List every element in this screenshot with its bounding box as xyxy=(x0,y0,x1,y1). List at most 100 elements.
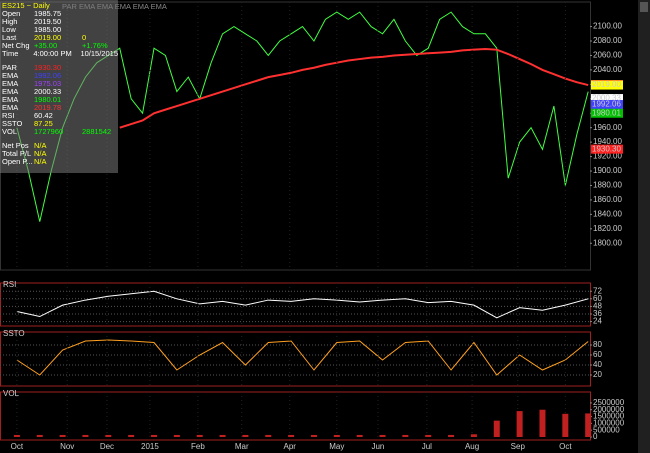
info-row: SSTO 87.25 xyxy=(0,120,118,128)
info-cell: 87.25 xyxy=(34,119,53,128)
info-cell: 2881542 xyxy=(82,127,112,136)
info-cell: PAR xyxy=(2,63,17,72)
bar xyxy=(379,434,386,437)
bar xyxy=(448,434,455,437)
scroll-button[interactable] xyxy=(640,2,648,12)
info-cell: SSTO xyxy=(2,119,23,128)
info-cell: Time xyxy=(2,49,19,58)
info-title: ES215 ~ Daily xyxy=(2,1,50,10)
y-tick-label: 1000000 xyxy=(593,418,625,427)
x-tick-label: Nov xyxy=(60,442,74,451)
y-tick-label: 1900.00 xyxy=(593,166,622,175)
y-tick-label: 1960.00 xyxy=(593,123,622,132)
info-cell: EMA xyxy=(2,103,19,112)
y-tick-label: 40 xyxy=(593,360,602,369)
info-cell: Low xyxy=(2,25,16,34)
price-tag xyxy=(591,144,623,154)
y-tick-label: 1940.00 xyxy=(593,137,622,146)
info-cell: 4:00:00 PM xyxy=(33,49,72,58)
info-cell: EMA xyxy=(2,79,19,88)
y-tick-label: 20 xyxy=(593,370,602,379)
y-tick-label: 1840.00 xyxy=(593,209,622,218)
y-tick-label: 1500000 xyxy=(593,412,625,421)
info-cell: 1985.75 xyxy=(34,9,62,18)
y-tick-label: 72 xyxy=(593,286,602,295)
info-cell: N/A xyxy=(34,149,47,158)
bar xyxy=(151,434,158,437)
info-cell: Open P... xyxy=(2,157,33,166)
info-row: PAR 1930.30 xyxy=(0,64,118,72)
series-line xyxy=(16,290,589,319)
info-cell: 1727960 xyxy=(34,127,64,136)
y-tick-label: 1820.00 xyxy=(593,224,622,233)
info-cell: +35.00 xyxy=(34,41,58,50)
series-line xyxy=(16,339,589,376)
price-tag-label: 1980.01 xyxy=(592,108,621,117)
x-tick-label: 2015 xyxy=(141,442,159,451)
info-group: Net Pos N/A Total P/L N/A Open P... N/A xyxy=(0,142,118,166)
y-tick-label: 2500000 xyxy=(593,398,625,407)
series-line xyxy=(119,47,589,129)
price-tag xyxy=(591,94,623,104)
bar xyxy=(219,434,226,437)
scrollbar[interactable] xyxy=(638,0,650,453)
panel-border xyxy=(0,331,591,387)
info-cell: Net Chg xyxy=(2,41,30,50)
y-tick-label: 36 xyxy=(593,309,602,318)
y-tick-label: 60 xyxy=(593,294,602,303)
y-tick-label: 1880.00 xyxy=(593,181,622,190)
bar xyxy=(13,434,20,437)
panel-title: VOL xyxy=(3,389,20,398)
info-cell: Net Pos xyxy=(2,141,29,150)
bar xyxy=(196,434,203,437)
y-tick-label: 48 xyxy=(593,302,602,311)
y-tick-label: 2060.00 xyxy=(593,51,622,60)
info-cell: 60.42 xyxy=(34,111,53,120)
info-cell: 2019.78 xyxy=(34,103,62,112)
x-tick-label: May xyxy=(329,442,344,451)
info-row: EMA 2000.33 xyxy=(0,88,118,96)
y-tick-label: 60 xyxy=(593,350,602,359)
info-cell: N/A xyxy=(34,141,47,150)
info-row: VOL 1727960 2881542 xyxy=(0,128,118,136)
bar xyxy=(516,411,523,437)
x-tick-label: Dec xyxy=(100,442,114,451)
y-tick-label: 1920.00 xyxy=(593,152,622,161)
x-tick-label: Jul xyxy=(422,442,432,451)
bar xyxy=(288,434,295,437)
panel-title: RSI xyxy=(3,280,16,289)
info-row: EMA 1992.06 xyxy=(0,72,118,80)
info-cell: RSI xyxy=(2,111,15,120)
price-tag xyxy=(591,80,623,90)
info-cell: 1980.01 xyxy=(34,95,62,104)
price-tag-label: 1992.06 xyxy=(592,100,621,109)
bar xyxy=(82,434,89,437)
price-tag-label: 1930.30 xyxy=(592,144,621,153)
panel-border xyxy=(0,282,591,327)
info-cell: EMA xyxy=(2,95,19,104)
info-row: EMA 2019.78 xyxy=(0,104,118,112)
info-cell: 10/15/2015 xyxy=(80,49,118,58)
price-tag xyxy=(591,108,623,118)
price-tag-label: 2000.33 xyxy=(592,94,621,103)
info-row: Net Pos N/A xyxy=(0,142,118,150)
x-tick-label: Aug xyxy=(465,442,479,451)
info-cell: 1930.30 xyxy=(34,63,62,72)
y-tick-label: 2080.00 xyxy=(593,36,622,45)
y-tick-label: 500000 xyxy=(593,425,620,434)
info-cell: +1.76% xyxy=(82,41,108,50)
bar xyxy=(356,434,363,437)
info-row: Time 4:00:00 PM 10/15/2015 xyxy=(0,50,118,58)
info-row: EMA 1980.01 xyxy=(0,96,118,104)
x-tick-label: Jun xyxy=(371,442,384,451)
y-tick-label: 1800.00 xyxy=(593,238,622,247)
info-cell: 2019.50 xyxy=(34,17,62,26)
info-cell: Open xyxy=(2,9,21,18)
y-tick-label: 1860.00 xyxy=(593,195,622,204)
x-tick-label: Oct xyxy=(11,442,24,451)
bar xyxy=(402,434,409,437)
bar xyxy=(265,434,272,437)
info-group: PAR 1930.30 EMA 1992.06 EMA 1975.03 EMA 2000.33… xyxy=(0,64,118,136)
